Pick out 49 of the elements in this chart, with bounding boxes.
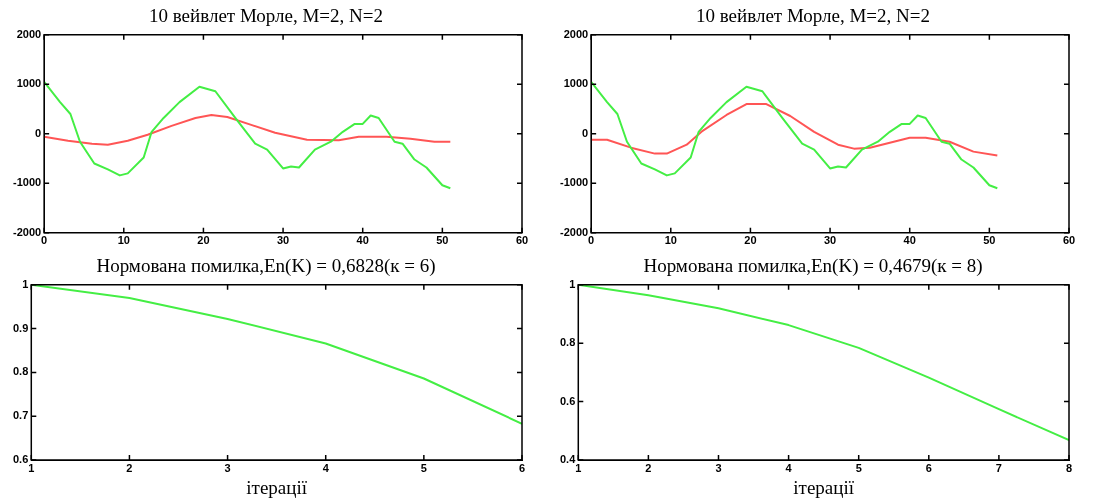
- y-tick-label: 0.6: [12, 453, 29, 466]
- x-tick-label: 3: [715, 461, 722, 474]
- y-tick-label: 0: [35, 126, 42, 139]
- x-tick-label: 3: [224, 461, 231, 474]
- x-tick-label: 30: [276, 234, 290, 247]
- x-axis-title: ітерації: [246, 476, 308, 498]
- x-tick-label: 4: [322, 461, 330, 474]
- y-tick-label: -1000: [12, 176, 42, 189]
- x-tick-label: 6: [925, 461, 932, 474]
- y-tick-label: 0: [582, 126, 589, 139]
- x-tick-label: 30: [823, 234, 837, 247]
- y-tick-label: 1000: [563, 77, 589, 90]
- chart-title: 10 вейвлет Морле, M=2, N=2: [148, 5, 384, 27]
- y-tick-label: 0.9: [12, 321, 29, 334]
- x-tick-label: 8: [1065, 461, 1073, 474]
- y-tick-label: 1: [569, 277, 576, 290]
- x-tick-label: 10: [664, 234, 677, 247]
- x-tick-label: 2: [126, 461, 133, 474]
- x-tick-label: 7: [995, 461, 1002, 474]
- x-tick-label: 2: [645, 461, 652, 474]
- y-tick-label: 0.4: [559, 453, 577, 466]
- x-tick-label: 50: [436, 234, 449, 247]
- y-tick-label: 2000: [563, 27, 589, 40]
- x-tick-label: 20: [744, 234, 757, 247]
- y-tick-label: 0.8: [559, 336, 576, 349]
- y-tick-label: 0.7: [12, 409, 29, 422]
- chart-title: Нормована помилка,En(K) = 0,4679(к = 8): [643, 255, 983, 278]
- x-tick-label: 40: [903, 234, 916, 247]
- x-tick-label: 5: [855, 461, 862, 474]
- y-tick-label: 0.8: [12, 365, 29, 378]
- y-tick-label: -2000: [12, 225, 42, 238]
- y-tick-label: 2000: [16, 27, 42, 40]
- x-tick-label: 6: [518, 461, 526, 474]
- x-tick-label: 60: [515, 234, 529, 247]
- x-tick-label: 60: [1062, 234, 1076, 247]
- x-axis-title: ітерації: [793, 476, 855, 498]
- chart-title: 10 вейвлет Морле, M=2, N=2: [695, 5, 931, 27]
- x-tick-label: 50: [983, 234, 996, 247]
- x-tick-label: 5: [420, 461, 427, 474]
- x-tick-label: 10: [117, 234, 130, 247]
- y-tick-label: -1000: [559, 176, 589, 189]
- x-tick-label: 20: [197, 234, 210, 247]
- y-tick-label: 1000: [16, 77, 42, 90]
- chart-title: Нормована помилка,En(K) = 0,6828(к = 6): [96, 255, 436, 278]
- x-tick-label: 4: [785, 461, 793, 474]
- y-tick-label: 0.6: [559, 394, 576, 407]
- y-tick-label: 1: [22, 277, 29, 290]
- y-tick-label: -2000: [559, 225, 589, 238]
- x-tick-label: 40: [356, 234, 369, 247]
